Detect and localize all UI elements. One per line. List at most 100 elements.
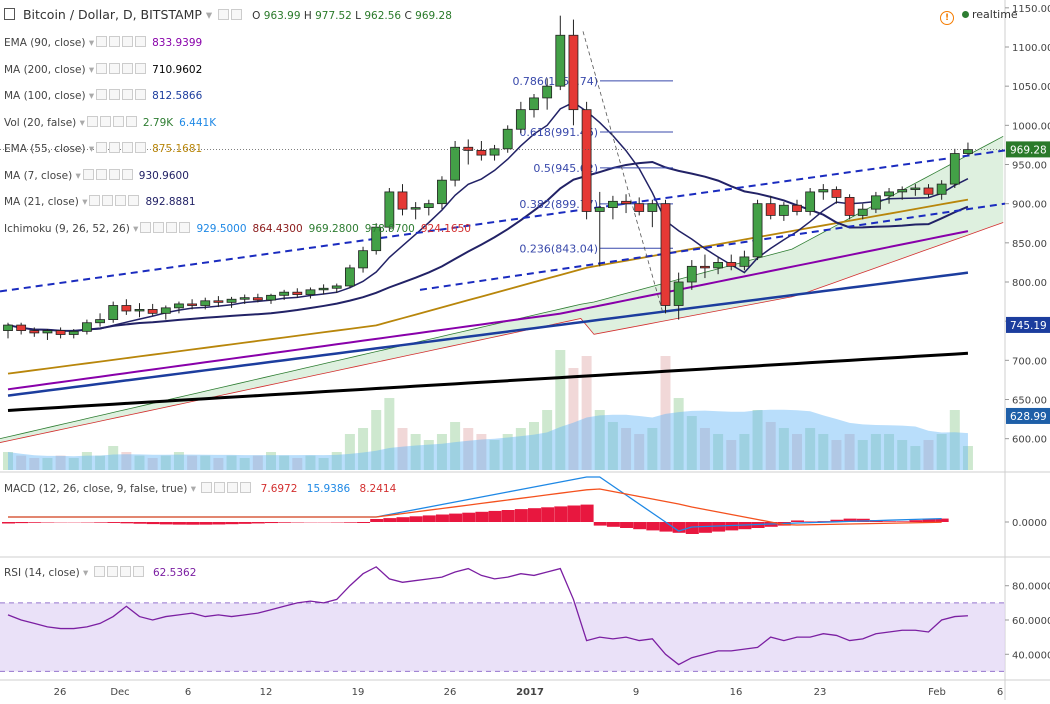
macd-histogram-bar [226,522,239,524]
hide-icon[interactable] [231,9,242,20]
dropdown-icon[interactable]: ▾ [76,117,85,129]
settings-icon[interactable] [140,222,151,233]
close-icon[interactable] [135,36,146,47]
macd-histogram-bar [423,515,436,522]
candle-body [858,209,867,215]
candle-body [214,301,223,303]
dropdown-icon[interactable]: ▾ [86,64,95,76]
candle-body [700,266,709,268]
close-icon[interactable] [133,566,144,577]
close-icon[interactable] [135,142,146,153]
dropdown-icon[interactable]: ▾ [86,37,95,49]
alert-icon[interactable]: ! [940,11,954,25]
dropdown-icon[interactable]: ▾ [86,143,95,155]
candle-body [477,150,486,155]
indicator-label[interactable]: MA (21, close) [4,196,79,208]
macd-histogram-bar [252,522,265,523]
macd-histogram-bar [462,513,475,522]
dropdown-icon[interactable]: ▾ [86,90,95,102]
add-icon[interactable] [120,566,131,577]
time-tick-label: 23 [814,687,827,698]
candle-body [924,188,933,194]
indicator-legend-row: EMA (55, close) ▾875.1681 [0,142,202,156]
settings-icon[interactable] [83,169,94,180]
price-tick-label: 950.00 [1012,161,1047,172]
settings-icon[interactable] [96,142,107,153]
symbol-title[interactable]: Bitcoin / Dollar, D, BITSTAMP [23,7,202,22]
add-icon[interactable] [113,116,124,127]
close-icon[interactable] [135,63,146,74]
add-icon[interactable] [109,169,120,180]
add-icon[interactable] [122,142,133,153]
add-icon[interactable] [122,36,133,47]
settings-icon[interactable] [94,566,105,577]
rsi-label[interactable]: RSI (14, close) [4,567,80,579]
hide-icon[interactable] [109,89,120,100]
settings-icon[interactable] [87,116,98,127]
dropdown-icon[interactable]: ▾ [72,170,81,182]
close-icon[interactable] [128,195,139,206]
indicator-label[interactable]: MA (100, close) [4,90,86,102]
add-icon[interactable] [115,195,126,206]
price-tick-label: 650.00 [1012,396,1047,407]
close-icon[interactable] [135,89,146,100]
dropdown-icon[interactable]: ▾ [83,567,88,579]
time-tick-label: 19 [352,687,365,698]
close-icon[interactable] [179,222,190,233]
indicator-label[interactable]: MA (200, close) [4,64,86,76]
candle-body [490,149,499,155]
macd-histogram-bar [370,519,383,522]
indicator-value: 969.2800 [309,223,359,235]
macd-histogram-bar [489,511,502,522]
add-icon[interactable] [122,63,133,74]
candle-body [779,205,788,215]
candle-body [69,331,78,334]
settings-icon[interactable] [218,9,229,20]
close-icon[interactable] [240,482,251,493]
hide-icon[interactable] [109,142,120,153]
close-icon[interactable] [126,116,137,127]
dropdown-icon[interactable]: ▾ [206,7,212,22]
hide-icon[interactable] [153,222,164,233]
macd-histogram-bar [436,515,449,523]
macd-label[interactable]: MACD (12, 26, close, 9, false, true) [4,483,187,495]
hide-icon[interactable] [109,36,120,47]
indicator-value: 2.79K [143,117,173,129]
settings-icon[interactable] [201,482,212,493]
close-icon[interactable] [122,169,133,180]
hide-icon[interactable] [102,195,113,206]
indicator-value: 710.9602 [152,64,202,76]
candle-body [635,204,644,212]
candle-body [267,295,276,300]
hide-icon[interactable] [109,63,120,74]
macd-histogram-bar [660,522,673,532]
dropdown-icon[interactable]: ▾ [191,483,196,495]
add-icon[interactable] [166,222,177,233]
dropdown-icon[interactable]: ▾ [130,223,139,235]
settings-icon[interactable] [89,195,100,206]
indicator-label[interactable]: EMA (90, close) [4,37,86,49]
add-icon[interactable] [122,89,133,100]
indicator-label[interactable]: MA (7, close) [4,170,72,182]
indicator-label[interactable]: EMA (55, close) [4,143,86,155]
hide-icon[interactable] [96,169,107,180]
hide-icon[interactable] [100,116,111,127]
rsi-tick-label: 40.0000 [1012,650,1050,661]
settings-icon[interactable] [96,89,107,100]
time-tick-label: Dec [110,687,129,698]
dropdown-icon[interactable]: ▾ [79,196,88,208]
settings-icon[interactable] [96,63,107,74]
add-icon[interactable] [227,482,238,493]
candle-body [766,204,775,216]
macd-histogram-bar [541,507,554,522]
collapse-icon[interactable] [4,8,15,20]
hide-icon[interactable] [214,482,225,493]
hide-icon[interactable] [107,566,118,577]
rsi-legend: RSI (14, close) ▾ 62.5362 [0,566,196,580]
indicator-label[interactable]: Vol (20, false) [4,117,76,129]
indicator-label[interactable]: Ichimoku (9, 26, 52, 26) [4,223,130,235]
settings-icon[interactable] [96,36,107,47]
macd-histogram-bar [265,522,278,523]
